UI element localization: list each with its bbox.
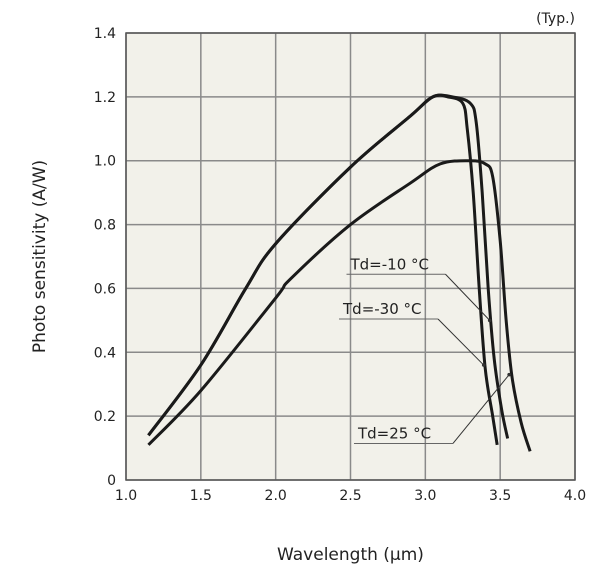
y-axis-label: Photo sensitivity (A/W) xyxy=(30,160,50,353)
annotation-label: Td=-10 °C xyxy=(350,255,430,273)
annotation-leader xyxy=(452,374,510,444)
x-tick-label: 3.0 xyxy=(414,488,436,504)
x-tick-label: 2.0 xyxy=(265,488,287,504)
y-tick-label: 0.6 xyxy=(94,281,116,297)
y-tick-label: 0 xyxy=(107,473,116,489)
annotation-leader xyxy=(445,273,491,321)
y-tick-label: 1.2 xyxy=(94,90,116,106)
annotation-arrowhead xyxy=(507,372,511,377)
y-tick-label: 0.8 xyxy=(94,218,116,234)
y-tick-label: 1.0 xyxy=(94,154,116,170)
plot-frame xyxy=(125,32,576,481)
x-tick-label: 1.5 xyxy=(190,488,212,504)
annotation-arrowhead xyxy=(481,363,486,367)
series-line-2 xyxy=(147,159,532,452)
y-tick-label: 0.2 xyxy=(94,409,116,425)
annotation-leader xyxy=(437,318,485,366)
annotation-arrowhead xyxy=(487,318,492,323)
x-axis-label: Wavelength (μm) xyxy=(277,545,424,565)
annotation-label: Td=25 °C xyxy=(357,424,431,442)
x-tick-label: 4.0 xyxy=(564,488,586,504)
x-tick-label: 1.0 xyxy=(115,488,137,504)
y-tick-label: 0.4 xyxy=(94,345,116,361)
typical-note: (Typ.) xyxy=(536,11,575,27)
series-line-1 xyxy=(147,93,510,439)
x-tick-label: 2.5 xyxy=(339,488,361,504)
annotation-label: Td=-30 °C xyxy=(342,300,422,318)
y-tick-label: 1.4 xyxy=(94,26,116,42)
x-tick-label: 3.5 xyxy=(489,488,511,504)
